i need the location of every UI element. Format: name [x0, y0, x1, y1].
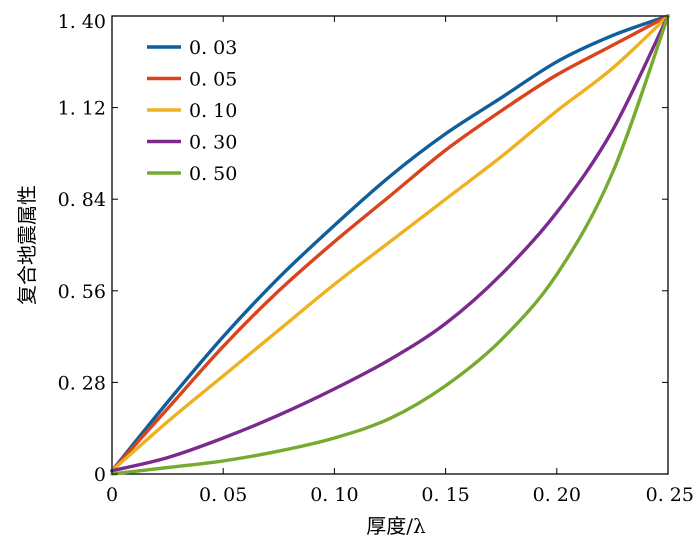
axis-ticks: 0 0. 05 0. 10 0. 15 0. 20 0. 25 0 0. 28 0. 56 0. …: [58, 11, 694, 506]
series-line-2: [110, 14, 670, 473]
x-tick-label: 0. 05: [199, 484, 247, 506]
y-axis-title: 复合地震属性: [15, 185, 39, 305]
y-tick-label: 0. 56: [58, 281, 106, 303]
plot-frame: [111, 15, 669, 475]
x-tick-label: 0. 15: [421, 484, 469, 506]
x-axis-title: 厚度/λ: [366, 514, 426, 538]
series-lines: [110, 14, 670, 476]
series-line-4: [110, 14, 670, 473]
x-tick-label: 0. 10: [310, 484, 358, 506]
legend-label: 0. 03: [189, 37, 237, 59]
x-tick-label: 0. 20: [533, 484, 581, 506]
x-tick-label: 0: [106, 484, 118, 506]
y-tick-label: 1. 12: [58, 98, 106, 120]
legend-label: 0. 10: [189, 100, 237, 122]
y-tick-label: 0. 84: [58, 189, 106, 211]
y-tick-label: 0. 28: [58, 372, 106, 394]
y-tick-label: 0: [94, 464, 106, 486]
legend-label: 0. 50: [189, 163, 237, 185]
y-tick-label: 1. 40: [58, 11, 106, 33]
legend: 0. 03 0. 05 0. 10 0. 30 0. 50: [147, 37, 237, 185]
legend-label: 0. 30: [189, 132, 237, 154]
legend-label: 0. 05: [189, 69, 237, 91]
series-line-1: [110, 14, 670, 473]
series-line-3: [110, 14, 670, 473]
plot-area-border: [111, 15, 669, 475]
x-tick-label: 0. 25: [646, 484, 694, 506]
series-line-5: [110, 14, 670, 476]
